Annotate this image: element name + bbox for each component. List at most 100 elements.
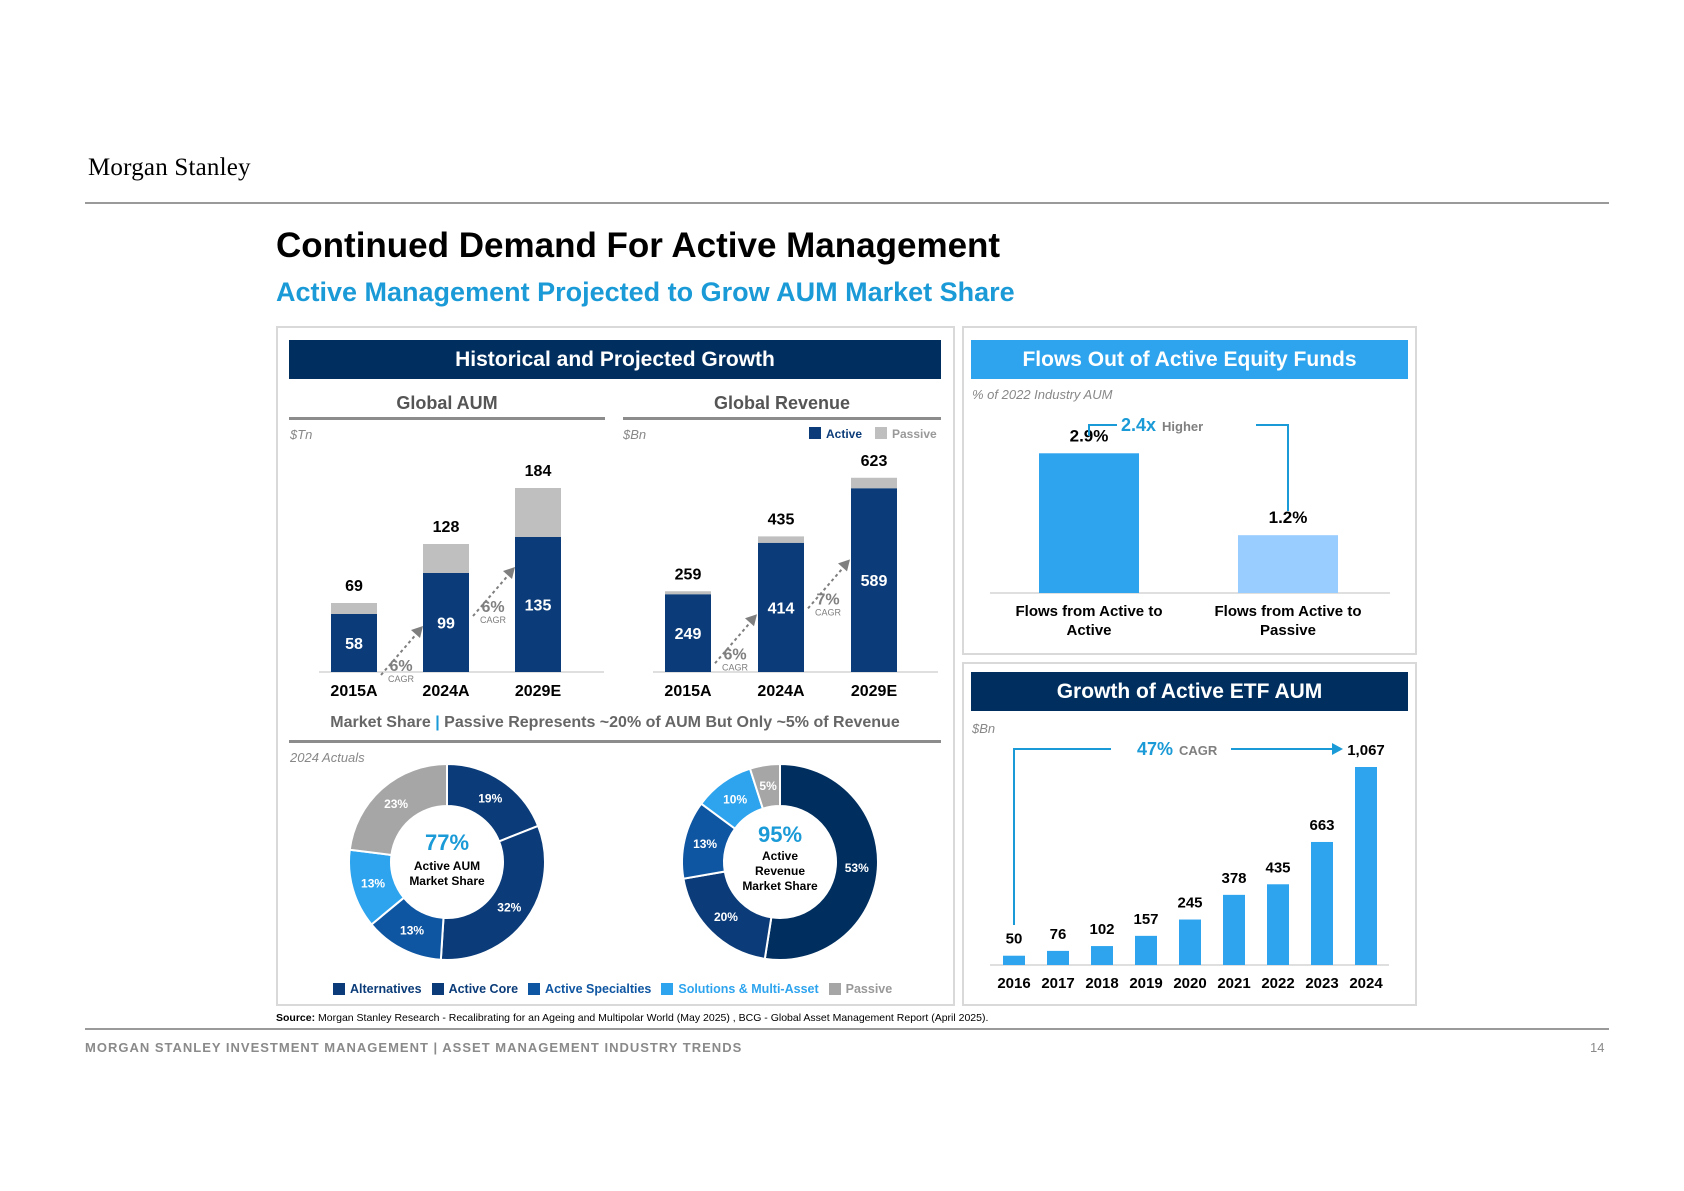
cagr-arrow-line	[807, 563, 847, 610]
x-tick-label: 2015A	[664, 683, 712, 700]
morgan-stanley-logo: Morgan Stanley	[88, 154, 251, 181]
multiplier-text: Higher	[1162, 419, 1203, 434]
legend-label: Active Core	[448, 982, 519, 996]
cagr-arrow-line	[380, 630, 420, 676]
cagr-label: CAGR	[722, 662, 749, 672]
multiplier-bracket-right	[1256, 424, 1289, 511]
x-tick-label: 2020	[1173, 975, 1206, 992]
flows-category-label: Active	[1066, 622, 1111, 639]
flows-category-label: Passive	[1260, 622, 1316, 639]
donut-slice-label: 53%	[845, 861, 869, 875]
legend-swatch	[333, 983, 345, 995]
legend-label: Alternatives	[350, 982, 422, 996]
etf-value-label: 663	[1309, 817, 1334, 834]
etf-bar	[1135, 935, 1157, 965]
actuals-note: 2024 Actuals	[290, 750, 365, 765]
donut-legend: Alternatives Active Core Active Specialtie…	[333, 982, 892, 996]
cagr-value: 6%	[389, 658, 412, 675]
global-revenue-title: Global Revenue	[623, 393, 941, 420]
x-tick-label: 2021	[1217, 975, 1250, 992]
cagr-value: 6%	[481, 599, 504, 616]
legend-swatch	[875, 427, 887, 439]
legend-label: Passive	[845, 982, 893, 996]
market-share-title-a: Market Share	[330, 714, 431, 731]
flows-unit-label: % of 2022 Industry AUM	[972, 387, 1113, 402]
bar-total-label: 69	[345, 578, 363, 595]
cagr-arrow-line	[472, 571, 512, 617]
cagr-label: CAGR	[388, 674, 415, 684]
flows-value-label: 1.2%	[1269, 508, 1308, 527]
market-share-divider	[289, 740, 941, 743]
etf-header: Growth of Active ETF AUM	[971, 672, 1408, 711]
bar-total-label: 184	[525, 463, 552, 480]
cagr-arrow-head	[745, 614, 757, 627]
page-number: 14	[1590, 1040, 1605, 1055]
donut-slice-label: 5%	[759, 779, 777, 793]
donut-center-label: Active	[762, 849, 798, 863]
market-share-title-b: Passive Represents ~20% of AUM But Only …	[444, 714, 900, 731]
cagr-arrow-head	[838, 559, 850, 572]
bar-active-label: 589	[861, 573, 888, 590]
cagr-arrow-line	[714, 618, 754, 664]
bar-total-label: 128	[433, 519, 460, 536]
bar-active-label: 135	[525, 598, 552, 615]
multiplier-value: 2.4x	[1121, 415, 1156, 435]
donut-slice-label: 13%	[693, 837, 717, 851]
x-tick-label: 2019	[1129, 975, 1162, 992]
source-text: Morgan Stanley Research - Recalibrating …	[318, 1012, 989, 1024]
legend-swatch	[828, 983, 841, 995]
x-tick-label: 2024A	[422, 683, 470, 700]
global-aum-chart: 58692015A991282024A1351842029E6%CAGR6%CA…	[319, 463, 604, 700]
header-divider	[85, 202, 1609, 204]
x-tick-label: 2023	[1305, 975, 1338, 992]
page-subtitle: Active Management Projected to Grow AUM …	[276, 277, 1015, 307]
donut-slice-label: 19%	[478, 791, 502, 805]
cagr-label: CAGR	[480, 615, 507, 625]
bar-active-label: 58	[345, 636, 363, 653]
legend-item: Solutions & Multi-Asset	[661, 982, 819, 996]
cagr-arrow-head	[503, 567, 515, 579]
donut-slice-label: 13%	[400, 924, 424, 938]
etf-value-label: 378	[1221, 870, 1246, 887]
legend-item: Active Core	[431, 982, 519, 996]
flows-category-label: Flows from Active to	[1215, 603, 1362, 620]
legend-label: Solutions & Multi-Asset	[678, 982, 819, 996]
etf-bar	[1311, 841, 1333, 965]
donut-slice-label: 23%	[384, 797, 408, 811]
etf-unit-label: $Bn	[972, 721, 996, 736]
bar-total-label: 259	[675, 566, 702, 583]
etf-bar	[1003, 955, 1025, 965]
x-tick-label: 2017	[1041, 975, 1074, 992]
etf-value-label: 1,067	[1347, 742, 1385, 759]
market-share-title: Market Share | Passive Represents ~20% o…	[289, 714, 941, 732]
x-tick-label: 2024A	[757, 683, 805, 700]
etf-bar	[1091, 946, 1113, 965]
legend-swatch	[528, 983, 541, 995]
etf-value-label: 76	[1050, 926, 1067, 943]
x-tick-label: 2018	[1085, 975, 1118, 992]
bar-passive	[515, 488, 561, 537]
bar-passive	[331, 603, 377, 614]
etf-value-label: 435	[1265, 859, 1290, 876]
etf-bar	[1047, 950, 1069, 965]
bar-total-label: 623	[861, 453, 888, 470]
bar-passive	[665, 591, 711, 595]
flows-header: Flows Out of Active Equity Funds	[971, 340, 1408, 379]
donut-center-label: Market Share	[409, 874, 485, 888]
flows-category-label: Flows from Active to	[1016, 603, 1163, 620]
flows-chart: 2.9%Flows from Active toActive1.2%Flows …	[990, 415, 1390, 639]
cagr-arrow-head	[1332, 743, 1343, 755]
bar-passive	[851, 477, 897, 489]
legend-label: Active Specialties	[545, 982, 652, 996]
etf-value-label: 50	[1006, 931, 1023, 948]
donut-slice	[763, 762, 879, 961]
donut-center-value: 77%	[425, 830, 469, 855]
donut-slice	[348, 762, 448, 857]
etf-bar	[1355, 767, 1377, 965]
legend-swatch	[809, 427, 821, 439]
flows-bar	[1238, 535, 1338, 593]
legend-swatch	[661, 983, 674, 995]
revenue-unit-label: $Bn	[623, 427, 647, 442]
